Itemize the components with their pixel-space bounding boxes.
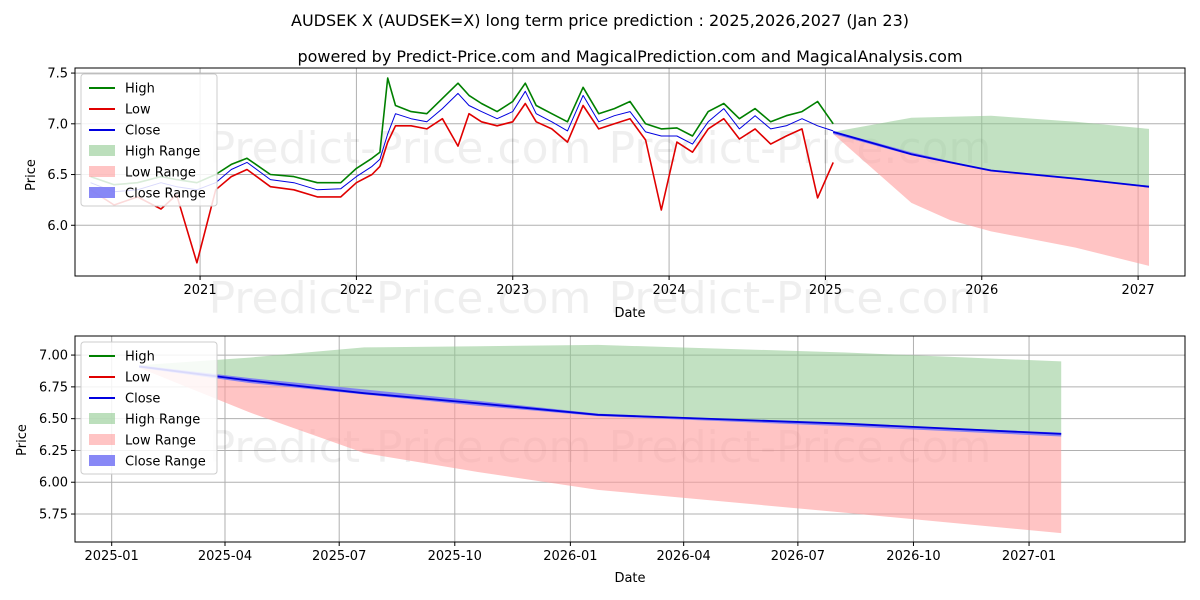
bottom-legend-low-label: Low <box>125 371 151 386</box>
top-xtick-label: 2021 <box>184 283 217 298</box>
bottom-ytick-label: 6.25 <box>39 444 68 459</box>
top-low-series <box>90 102 834 264</box>
bottom-legend-low_range-swatch <box>89 434 115 445</box>
bottom-xtick-label: 2025-10 <box>428 549 482 564</box>
top-legend: High Low Close High Range Low Range Close Ran… <box>80 73 218 207</box>
top-legend-high-label: High <box>125 82 155 97</box>
top-ylabel: Price <box>24 159 39 191</box>
bottom-legend-high-label: High <box>125 350 155 365</box>
top-ytick-label: 7.5 <box>47 67 68 82</box>
top-watermark-4: Predict-Price.com <box>609 273 992 324</box>
bottom-xlabel: Date <box>614 571 645 586</box>
bottom-panel: Predict-Price.com Predict-Price.com 2025… <box>15 335 1186 586</box>
bottom-ytick-label: 7.00 <box>39 349 68 364</box>
bottom-low-range-area <box>139 366 1062 534</box>
bottom-ytick-label: 5.75 <box>39 508 68 523</box>
bottom-ytick-label: 6.50 <box>39 412 68 427</box>
top-marks <box>90 77 1150 266</box>
top-xtick-label: 2026 <box>965 283 998 298</box>
bottom-ylabel: Price <box>15 424 30 456</box>
top-low-range-area <box>833 131 1149 266</box>
top-watermark-1: Predict-Price.com <box>209 123 592 174</box>
bottom-xtick-label: 2026-10 <box>886 549 940 564</box>
top-legend-low-label: Low <box>125 103 151 118</box>
top-legend-high_range-swatch <box>89 145 115 156</box>
bottom-legend-close_range-swatch <box>89 455 115 466</box>
top-xtick-label: 2024 <box>653 283 686 298</box>
bottom-legend-close_range-label: Close Range <box>125 455 206 470</box>
bottom-legend-low_range-label: Low Range <box>125 434 196 449</box>
top-legend-close-label: Close <box>125 124 160 139</box>
bottom-legend-close-label: Close <box>125 392 160 407</box>
top-ytick-label: 7.0 <box>47 117 68 132</box>
bottom-ytick-label: 6.75 <box>39 380 68 395</box>
top-close-prediction-series <box>832 131 1150 188</box>
bottom-xtick-label: 2025-07 <box>312 549 366 564</box>
top-legend-low_range-label: Low Range <box>125 166 196 181</box>
bottom-ytick-label: 6.00 <box>39 476 68 491</box>
top-watermark-3: Predict-Price.com <box>209 273 592 324</box>
bottom-close-prediction-series <box>139 365 1062 435</box>
bottom-legend-high_range-swatch <box>89 413 115 424</box>
top-ytick-label: 6.5 <box>47 168 68 183</box>
bottom-xtick-label: 2025-01 <box>85 549 139 564</box>
top-xtick-label: 2022 <box>340 283 373 298</box>
bottom-xtick-label: 2027-01 <box>1002 549 1056 564</box>
top-high-range-area <box>833 115 1149 187</box>
top-ticks: 2021 2022 2023 2024 2025 2026 2027 6.0 6.5 7.0 7.5 <box>47 67 1154 298</box>
bottom-ticks: 2025-01 2025-04 2025-07 2025-10 2026-01 2026-… <box>39 349 1056 564</box>
chart-title: AUDSEK X (AUDSEK=X) long term price pred… <box>291 11 909 30</box>
top-axes-frame <box>74 67 1186 277</box>
bottom-axes-frame <box>74 335 1186 543</box>
top-legend-close_range-label: Close Range <box>125 187 206 202</box>
bottom-xtick-label: 2025-04 <box>198 549 252 564</box>
top-xtick-label: 2025 <box>809 283 842 298</box>
top-legend-close_range-swatch <box>89 187 115 198</box>
bottom-xtick-label: 2026-01 <box>543 549 597 564</box>
bottom-xtick-label: 2026-04 <box>657 549 711 564</box>
bottom-xtick-label: 2026-07 <box>771 549 825 564</box>
bottom-high-range-area <box>139 344 1062 434</box>
top-xtick-label: 2027 <box>1122 283 1155 298</box>
top-high-series <box>90 77 834 186</box>
bottom-marks <box>139 344 1062 534</box>
top-panel: Predict-Price.com Predict-Price.com Pred… <box>24 67 1186 324</box>
bottom-legend-high_range-label: High Range <box>125 413 200 428</box>
top-watermarks: Predict-Price.com Predict-Price.com Pred… <box>209 123 992 324</box>
top-close-history-series <box>90 90 834 193</box>
top-xtick-label: 2023 <box>496 283 529 298</box>
top-legend-low_range-swatch <box>89 166 115 177</box>
top-xlabel: Date <box>614 306 645 321</box>
top-ytick-label: 6.0 <box>47 219 68 234</box>
chart-subtitle: powered by Predict-Price.com and Magical… <box>297 47 962 66</box>
bottom-legend: High Low Close High Range Low Range Close Ran… <box>80 341 218 475</box>
top-legend-high_range-label: High Range <box>125 145 200 160</box>
